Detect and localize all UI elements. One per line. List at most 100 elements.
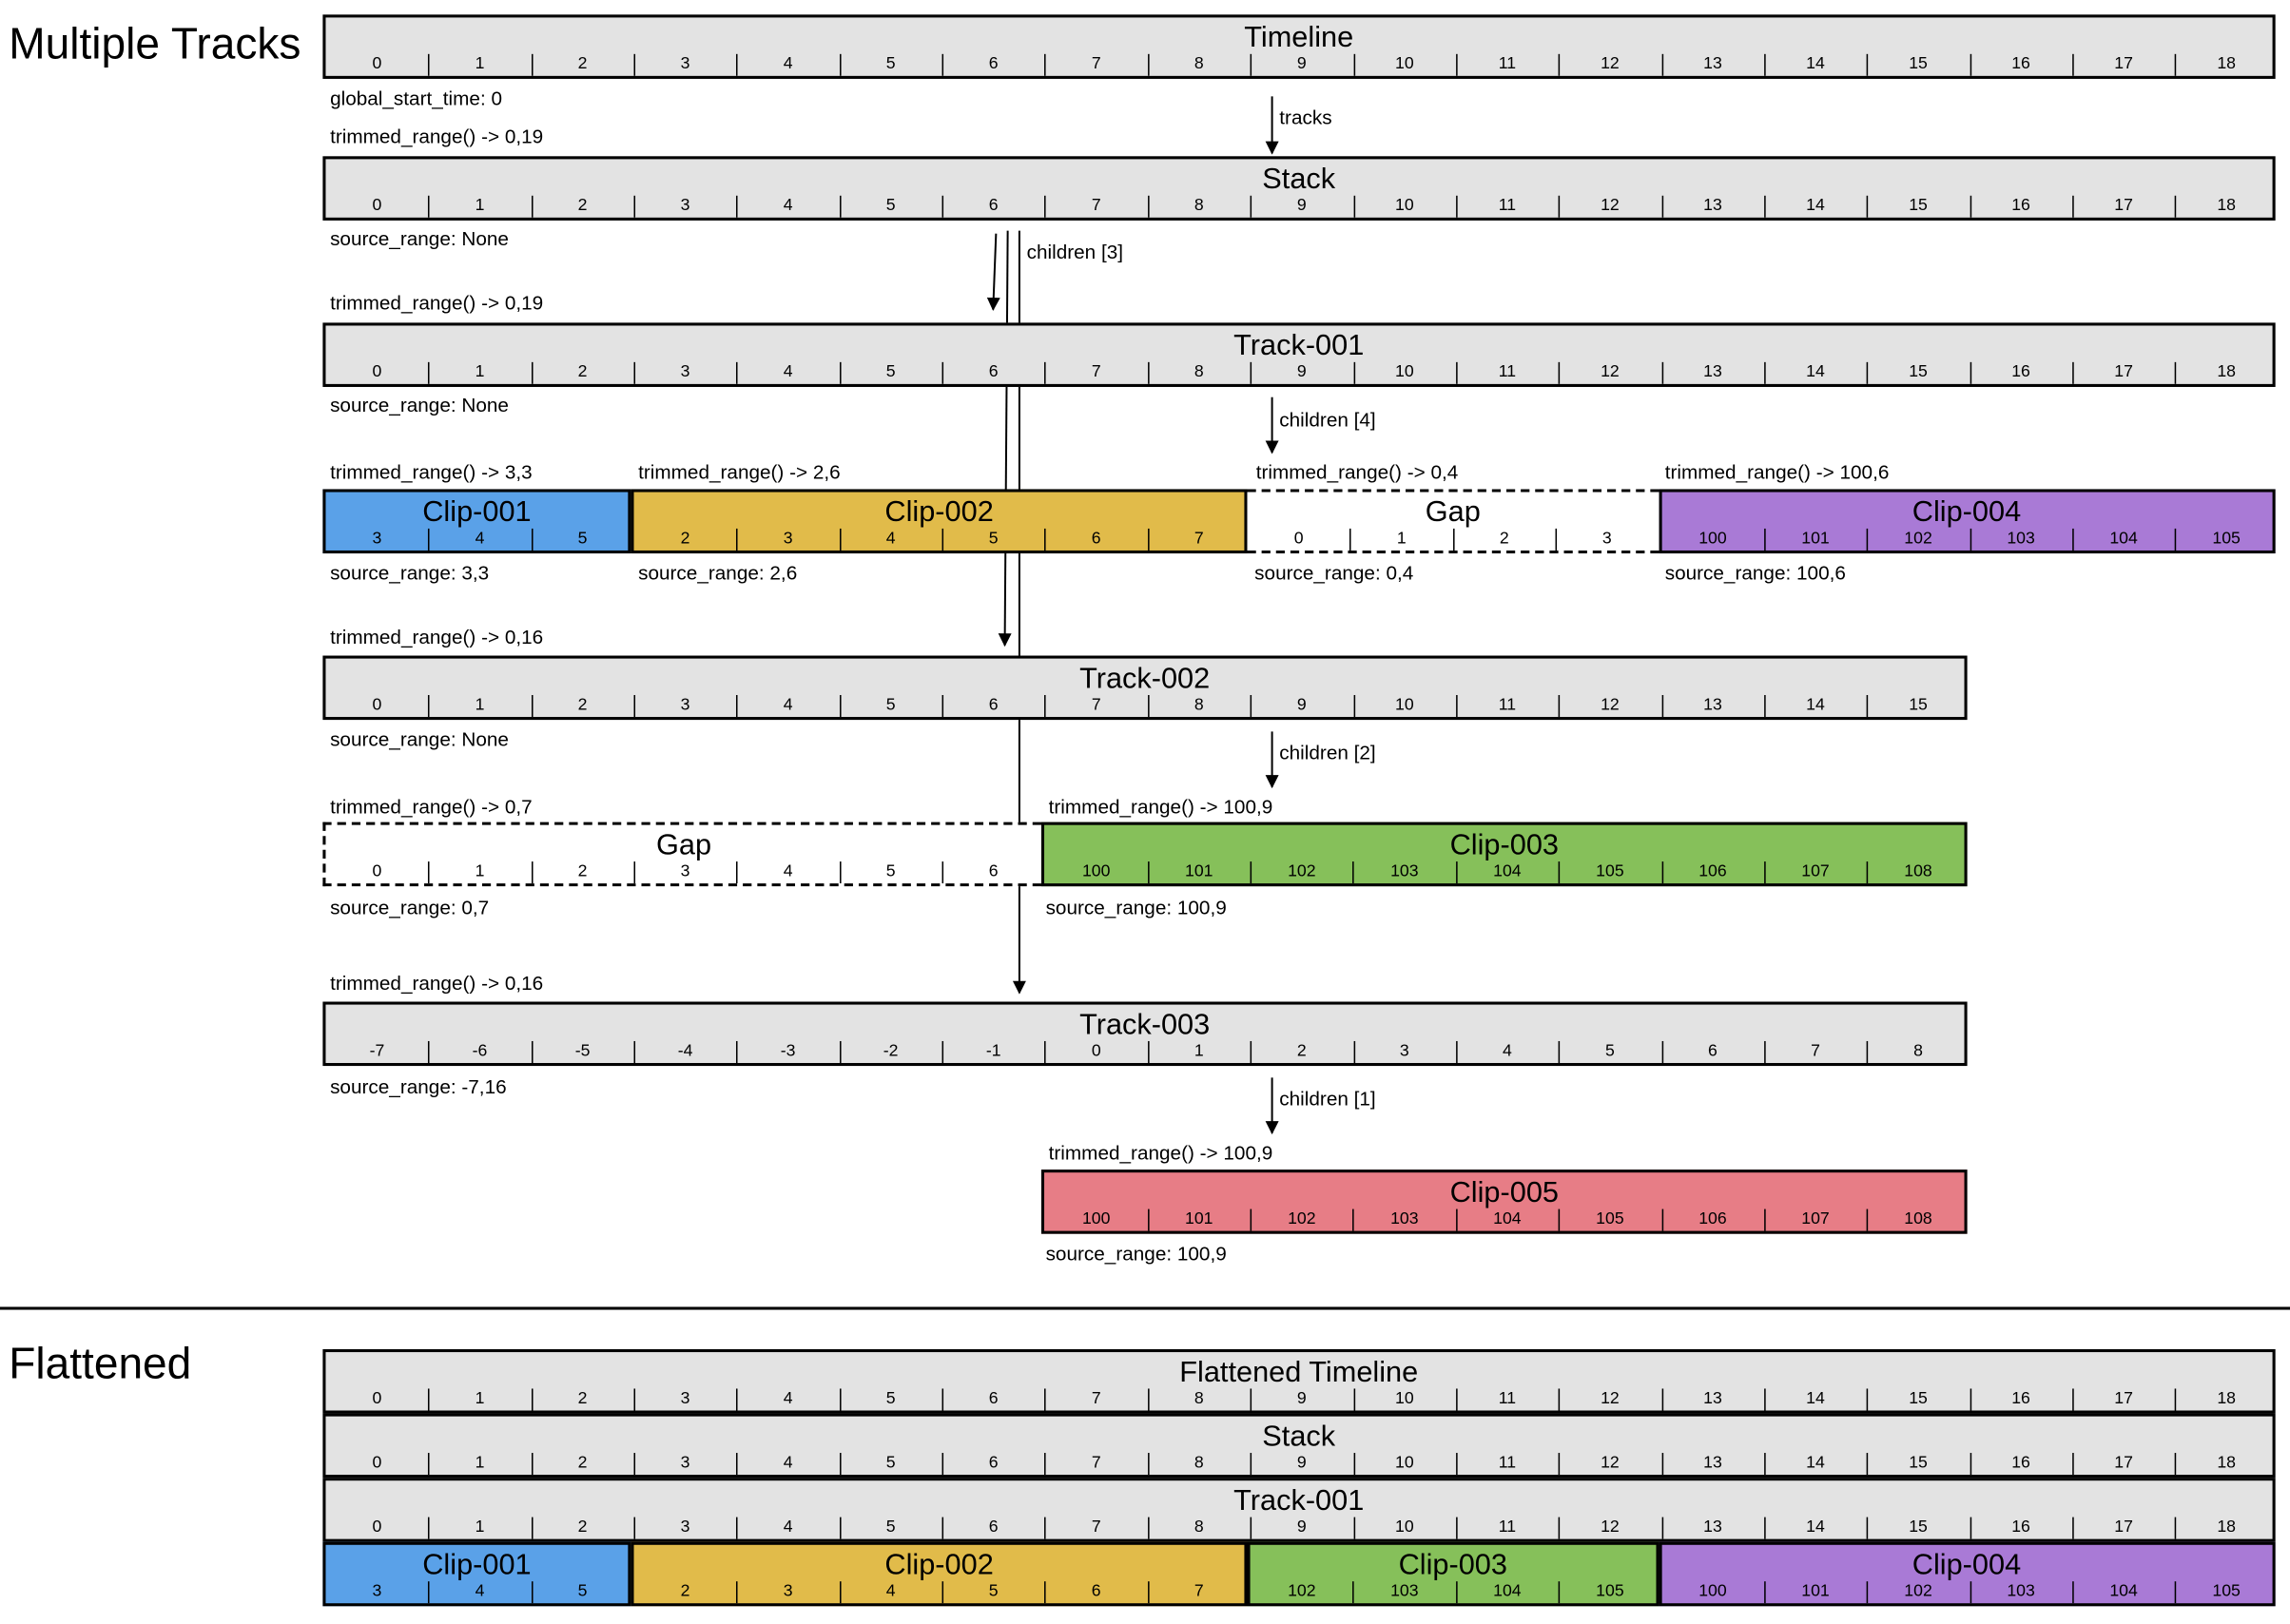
tick-mark: [1044, 361, 1047, 384]
tick-mark: [1660, 1040, 1663, 1063]
tick-label: 1: [1396, 530, 1407, 548]
tick-label: 105: [2212, 530, 2241, 548]
tick-label: 6: [988, 862, 999, 881]
clip-003-trimmed-note: trimmed_range() -> 100,9: [1048, 795, 1273, 818]
tick-label: 101: [1801, 1582, 1830, 1601]
tick-mark: [1352, 694, 1355, 718]
clip-004-label: Clip-004: [1912, 496, 2022, 529]
tick-label: 15: [1909, 363, 1928, 381]
tick-label: 2: [577, 862, 588, 881]
tick-label: 15: [1909, 197, 1928, 215]
tick-label: 4: [475, 530, 485, 548]
tick-label: 11: [1498, 1389, 1517, 1408]
flattened-track-001-label: Track-001: [1233, 1484, 1365, 1518]
flattened-clip-003-label: Clip-003: [1398, 1549, 1507, 1582]
tick-mark: [1660, 694, 1663, 718]
tick-label: 0: [372, 1389, 382, 1408]
tick-label: 9: [1296, 696, 1307, 714]
tick-mark: [1147, 1388, 1150, 1411]
tick-label: 7: [1091, 696, 1101, 714]
clip-005-trimmed-note: trimmed_range() -> 100,9: [1048, 1141, 1273, 1164]
tick-label: 2: [577, 55, 588, 73]
tick-label: 2: [577, 696, 588, 714]
tick-label: 5: [885, 1518, 896, 1537]
tick-label: 3: [680, 1518, 690, 1537]
clip-002-source-note: source_range: 2,6: [638, 562, 798, 585]
tick-mark: [1455, 1208, 1458, 1231]
tick-label: 102: [1904, 530, 1932, 548]
tick-label: 1: [475, 1389, 485, 1408]
tick-mark: [1867, 1517, 1869, 1539]
tick-label: 6: [988, 55, 999, 73]
tick-mark: [1763, 528, 1766, 551]
tick-label: 2: [680, 1582, 690, 1601]
tick-mark: [1044, 694, 1047, 718]
tick-mark: [1455, 1581, 1458, 1604]
tick-label: 13: [1703, 363, 1722, 381]
tick-label: 6: [988, 363, 999, 381]
tick-label: 2: [680, 530, 690, 548]
tick-label: 0: [372, 197, 382, 215]
tick-label: -6: [472, 1042, 488, 1060]
section-divider: [0, 1306, 2290, 1310]
clip-001-source-note: source_range: 3,3: [330, 562, 490, 585]
tick-label: 18: [2217, 1389, 2236, 1408]
tick-mark: [941, 1517, 944, 1539]
tick-label: 3: [783, 530, 793, 548]
tick-label: 4: [783, 1454, 793, 1472]
tick-label: 100: [1698, 530, 1727, 548]
tick-label: 17: [2114, 1454, 2133, 1472]
tick-mark: [1455, 195, 1458, 218]
tick-mark: [1147, 1517, 1150, 1539]
tick-label: 16: [2011, 1518, 2030, 1537]
tick-label: 10: [1395, 1518, 1414, 1537]
stack-trimmed-note: trimmed_range() -> 0,19: [330, 292, 544, 315]
tick-label: 9: [1296, 1389, 1307, 1408]
tick-mark: [941, 195, 944, 218]
tick-label: 101: [1185, 1210, 1213, 1228]
flattened-clip-002-label: Clip-002: [884, 1549, 994, 1582]
tick-mark: [1660, 361, 1663, 384]
tick-mark: [2175, 195, 2177, 218]
tick-label: 15: [1909, 1454, 1928, 1472]
tick-label: 16: [2011, 55, 2030, 73]
tick-label: 17: [2114, 1518, 2133, 1537]
timeline-label: Timeline: [1244, 22, 1354, 54]
tick-mark: [531, 1040, 534, 1063]
tick-mark: [1455, 861, 1458, 884]
flattened-clip-001-label: Clip-001: [422, 1549, 532, 1582]
tick-label: 18: [2217, 363, 2236, 381]
tick-label: 5: [885, 197, 896, 215]
tick-label: 15: [1909, 55, 1928, 73]
tick-mark: [633, 1040, 636, 1063]
gap-2-label: Gap: [656, 829, 712, 862]
tick-mark: [1455, 361, 1458, 384]
tick-mark: [941, 1388, 944, 1411]
tick-label: 4: [783, 55, 793, 73]
tick-label: 0: [372, 1518, 382, 1537]
tick-mark: [1867, 1388, 1869, 1411]
tick-label: 108: [1904, 1210, 1932, 1228]
tick-mark: [531, 861, 534, 884]
tick-mark: [1866, 1208, 1869, 1231]
tick-label: 11: [1498, 1454, 1517, 1472]
tick-mark: [839, 1517, 842, 1539]
tick-mark: [633, 1388, 636, 1411]
tick-mark: [1455, 1040, 1458, 1063]
tick-mark: [736, 195, 739, 218]
tick-mark: [531, 1517, 534, 1539]
tick-label: 2: [1499, 530, 1509, 548]
tick-mark: [1250, 361, 1252, 384]
tick-mark: [839, 361, 842, 384]
tick-mark: [1763, 694, 1766, 718]
track-001-source-note: source_range: None: [330, 394, 509, 416]
tick-label: 4: [783, 1518, 793, 1537]
tick-mark: [1970, 53, 1971, 76]
tick-mark: [1455, 1388, 1458, 1411]
flattened-clip-004-bar: Clip-004 100 101 102 103 104 105: [1658, 1541, 2276, 1607]
tick-mark: [2072, 195, 2074, 218]
tick-mark: [2072, 361, 2074, 384]
tick-mark: [2175, 1581, 2177, 1604]
track-002-children-arrow-label: children [2]: [1279, 742, 1376, 764]
tick-label: 3: [372, 1582, 382, 1601]
